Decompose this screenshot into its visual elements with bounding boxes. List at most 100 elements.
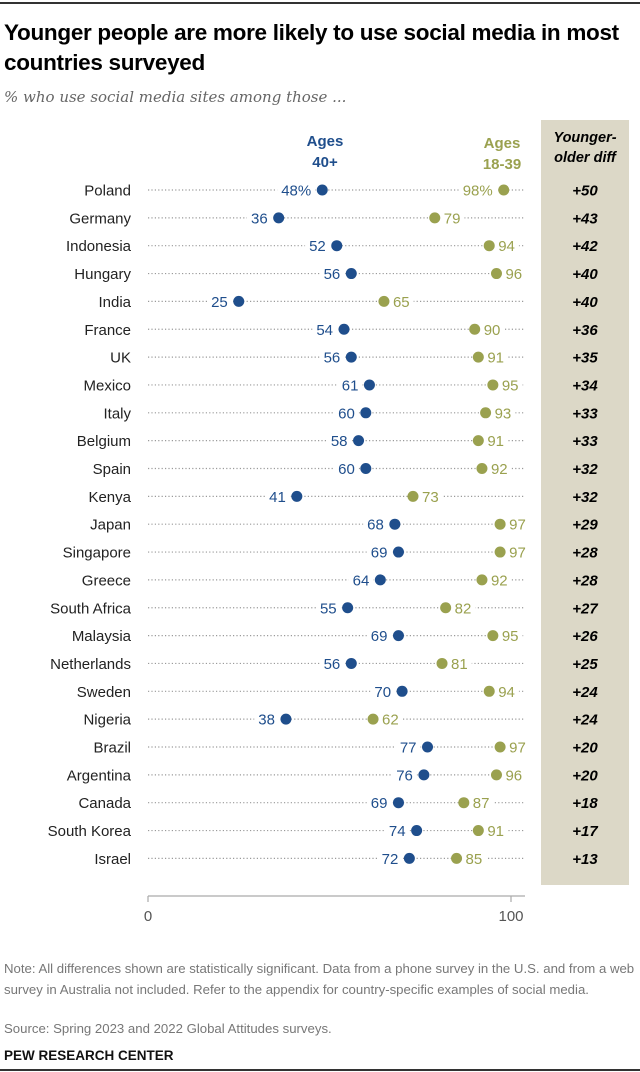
younger-value-label: 98% [463,183,493,200]
younger-value-label: 92 [491,572,508,589]
chart-title: Younger people are more likely to use so… [4,20,619,75]
country-label: Poland [84,183,131,200]
older-value-label: 41 [269,489,286,506]
older-label-knockout [265,488,290,505]
younger-value-label: 95 [502,628,519,645]
younger-label-knockout [483,349,509,366]
diff-value: +33 [572,433,598,450]
younger-label-knockout [461,850,487,867]
diff-column-header: Younger- older diff [541,128,629,168]
younger-value-label: 81 [451,656,468,673]
younger-label-knockout [494,237,519,254]
diff-value: +28 [572,545,598,562]
older-label-knockout [334,460,359,477]
country-label: Sweden [77,684,131,701]
older-value-label: 55 [320,600,337,617]
older-value-label: 64 [353,572,370,589]
younger-dot [436,657,448,669]
older-value-label: 69 [371,545,388,562]
older-value-label: 48% [281,183,311,200]
legend-older-line2: 40+ [312,154,338,171]
diff-value: +50 [572,183,598,200]
diff-value: +28 [572,572,598,589]
older-label-knockout [334,404,359,421]
older-label-knockout [366,627,392,644]
diff-value: +29 [572,517,598,534]
younger-value-label: 97 [509,740,526,757]
diff-header-line2: older diff [554,150,616,166]
younger-dot [469,323,481,335]
older-label-knockout [312,321,338,338]
younger-label-knockout [458,182,497,198]
country-label: South Africa [50,600,132,617]
diff-value: +26 [572,628,598,645]
younger-dot [480,407,492,419]
older-value-label: 56 [324,656,341,673]
younger-label-knockout [439,209,465,226]
country-label: Malaysia [72,628,132,645]
older-label-knockout [319,349,345,366]
younger-dot [440,602,452,614]
younger-label-knockout [505,544,530,561]
diff-value: +25 [572,656,598,673]
older-value-label: 56 [324,266,341,283]
younger-value-label: 94 [498,684,515,701]
older-dot [411,825,423,837]
diff-value: +40 [572,294,598,311]
older-value-label: 60 [338,405,355,422]
older-value-label: 54 [316,322,333,339]
chart-subtitle: % who use social media sites among those… [4,88,347,106]
younger-value-label: 65 [393,294,410,311]
younger-dot [378,295,390,307]
younger-label-knockout [501,766,527,783]
older-dot [342,602,354,614]
older-label-knockout [315,599,341,616]
older-dot [280,713,292,725]
diff-value: +24 [572,712,598,729]
older-dot [360,463,372,474]
diff-header-line1: Younger- [553,130,617,146]
older-dot [345,351,357,363]
older-label-knockout [305,237,330,254]
older-dot [316,184,328,196]
older-dot [418,769,430,781]
younger-label-knockout [479,321,505,338]
footnote: Note: All differences shown are statisti… [4,961,635,997]
older-label-knockout [326,432,352,449]
younger-label-knockout [505,739,530,755]
younger-dot [490,769,502,781]
older-dot [396,685,408,697]
diff-value: +13 [572,851,598,868]
older-value-label: 60 [338,461,355,478]
older-dot [353,435,365,447]
older-value-label: 76 [396,767,413,784]
diff-value: +43 [572,210,598,227]
older-dot [403,852,415,864]
older-value-label: 72 [382,851,399,868]
country-label: Argentina [67,767,132,784]
older-dot [345,268,357,280]
source-note: Source: Spring 2023 and 2022 Global Atti… [4,1021,332,1036]
younger-value-label: 96 [505,266,522,283]
younger-dot [487,630,499,642]
younger-dot [367,713,379,725]
younger-label-knockout [483,432,509,449]
younger-label-knockout [486,460,512,477]
younger-dot [458,797,470,809]
older-dot [392,630,404,642]
younger-label-knockout [486,571,512,588]
country-label: Japan [90,517,131,534]
younger-value-label: 91 [487,350,504,367]
older-value-label: 25 [211,294,228,311]
country-label: Canada [78,795,131,812]
older-dot [360,407,372,419]
older-label-knockout [395,739,421,755]
younger-label-knockout [494,683,519,700]
younger-value-label: 97 [509,545,526,562]
younger-value-label: 96 [505,767,522,784]
younger-label-knockout [483,822,509,839]
younger-dot [476,574,488,586]
older-label-knockout [370,683,396,700]
older-label-knockout [277,182,316,198]
country-label: India [98,294,131,311]
